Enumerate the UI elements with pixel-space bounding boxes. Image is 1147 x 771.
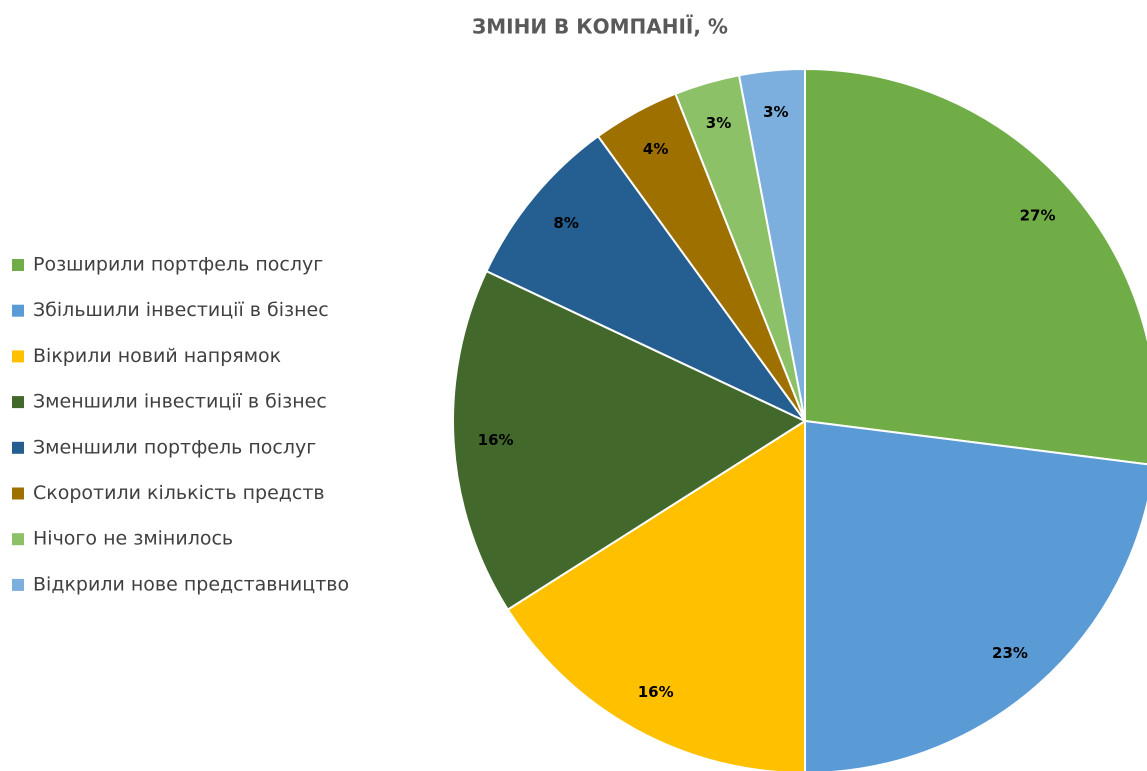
data-label: 23% bbox=[992, 644, 1028, 662]
data-label: 4% bbox=[643, 140, 668, 158]
legend-swatch bbox=[12, 441, 24, 454]
data-label: 3% bbox=[706, 114, 731, 132]
pie-slice bbox=[804, 419, 1147, 771]
legend-swatch bbox=[12, 578, 24, 591]
data-label: 16% bbox=[478, 431, 514, 449]
legend-label: Нічого не змінилось bbox=[33, 528, 233, 550]
chart-title: ЗМІНИ В КОМПАНІЇ, % bbox=[472, 15, 728, 39]
pie-slice bbox=[804, 67, 1147, 466]
pie-slice bbox=[737, 67, 806, 422]
legend-swatch bbox=[12, 487, 24, 500]
legend-swatch bbox=[12, 533, 24, 546]
legend-label: Вікрили новий напрямок bbox=[33, 345, 281, 367]
pie-slice bbox=[485, 134, 806, 422]
legend-label: Зменшили інвестиції в бізнес bbox=[33, 391, 327, 413]
data-label: 27% bbox=[1020, 206, 1056, 224]
legend-swatch bbox=[12, 304, 24, 317]
data-label: 3% bbox=[763, 103, 788, 121]
legend-label: Збільшили інвестиції в бізнес bbox=[33, 299, 329, 321]
data-label: 16% bbox=[638, 683, 674, 701]
legend-swatch bbox=[12, 350, 24, 363]
legend-label: Зменшили портфель послуг bbox=[33, 436, 316, 458]
legend-label: Розширили портфель послуг bbox=[33, 254, 323, 276]
legend-swatch bbox=[12, 259, 24, 271]
legend-swatch bbox=[12, 396, 24, 409]
pie-slice bbox=[452, 269, 808, 611]
legend-label: Відкрили нове представництво bbox=[33, 573, 349, 595]
legend-label: Скоротили кількість предств bbox=[33, 482, 325, 504]
data-label: 8% bbox=[553, 214, 578, 232]
